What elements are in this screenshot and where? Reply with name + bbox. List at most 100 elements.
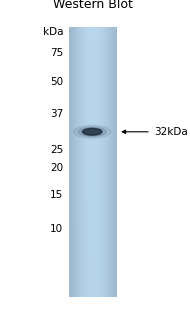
Bar: [69, 188, 117, 189]
Bar: [69, 126, 117, 127]
Bar: [69, 250, 117, 251]
Bar: [69, 83, 117, 84]
Bar: [69, 115, 117, 116]
Bar: [69, 85, 117, 87]
Bar: [69, 116, 117, 118]
Bar: [69, 225, 117, 227]
Bar: [69, 27, 117, 29]
Bar: [69, 99, 117, 100]
Bar: [69, 267, 117, 269]
Bar: [77, 27, 78, 297]
Text: 50: 50: [50, 77, 63, 87]
Text: 75: 75: [50, 48, 63, 58]
Bar: [69, 159, 117, 161]
Bar: [69, 127, 117, 128]
Bar: [69, 100, 117, 101]
Bar: [69, 277, 117, 278]
Bar: [69, 91, 117, 92]
Bar: [69, 158, 117, 159]
Bar: [69, 128, 117, 130]
Bar: [85, 27, 86, 297]
Bar: [69, 251, 117, 252]
Bar: [69, 273, 117, 274]
Bar: [69, 42, 117, 44]
Bar: [69, 216, 117, 217]
Bar: [97, 27, 98, 297]
Bar: [69, 166, 117, 167]
Bar: [69, 239, 117, 240]
Text: 25: 25: [50, 145, 63, 155]
Bar: [69, 181, 117, 182]
Ellipse shape: [74, 125, 111, 138]
Bar: [69, 263, 117, 265]
Bar: [69, 291, 117, 293]
Bar: [69, 36, 117, 37]
Bar: [69, 123, 117, 124]
Bar: [75, 27, 76, 297]
Bar: [69, 54, 117, 56]
Bar: [69, 189, 117, 190]
Bar: [103, 27, 104, 297]
Bar: [116, 27, 117, 297]
Bar: [69, 60, 117, 61]
Bar: [69, 45, 117, 46]
Bar: [69, 252, 117, 254]
Bar: [69, 278, 117, 279]
Bar: [76, 27, 77, 297]
Bar: [69, 76, 117, 77]
Bar: [69, 283, 117, 285]
Bar: [69, 147, 117, 149]
Bar: [113, 27, 114, 297]
Bar: [69, 46, 117, 48]
Bar: [83, 27, 84, 297]
Bar: [69, 197, 117, 198]
Bar: [69, 169, 117, 170]
Bar: [69, 227, 117, 228]
Bar: [69, 29, 117, 30]
Bar: [69, 50, 117, 52]
Bar: [69, 200, 117, 201]
Bar: [69, 202, 117, 204]
Bar: [69, 176, 117, 177]
Bar: [69, 134, 117, 135]
Bar: [69, 220, 117, 221]
Bar: [69, 109, 117, 111]
Bar: [69, 235, 117, 236]
Bar: [69, 240, 117, 242]
Bar: [69, 111, 117, 112]
Bar: [69, 96, 117, 97]
Bar: [109, 27, 110, 297]
Bar: [69, 275, 117, 277]
Bar: [69, 38, 117, 40]
Text: 20: 20: [50, 163, 63, 173]
Bar: [69, 194, 117, 196]
Bar: [69, 88, 117, 89]
Bar: [69, 80, 117, 81]
Bar: [69, 293, 117, 294]
Bar: [69, 274, 117, 275]
Bar: [89, 27, 90, 297]
Bar: [69, 192, 117, 193]
Bar: [69, 204, 117, 205]
Bar: [69, 271, 117, 273]
Bar: [69, 178, 117, 180]
Bar: [69, 33, 117, 34]
Bar: [69, 70, 117, 72]
Bar: [105, 27, 106, 297]
Bar: [69, 236, 117, 238]
Bar: [87, 27, 88, 297]
Bar: [69, 93, 117, 95]
Bar: [69, 269, 117, 270]
Bar: [69, 84, 117, 85]
Bar: [69, 177, 117, 178]
Bar: [90, 27, 91, 297]
Bar: [70, 27, 71, 297]
Bar: [111, 27, 112, 297]
Bar: [69, 234, 117, 235]
Bar: [69, 238, 117, 239]
Text: 10: 10: [50, 224, 63, 234]
Bar: [69, 146, 117, 147]
Bar: [69, 118, 117, 119]
Bar: [69, 170, 117, 171]
Bar: [69, 186, 117, 188]
